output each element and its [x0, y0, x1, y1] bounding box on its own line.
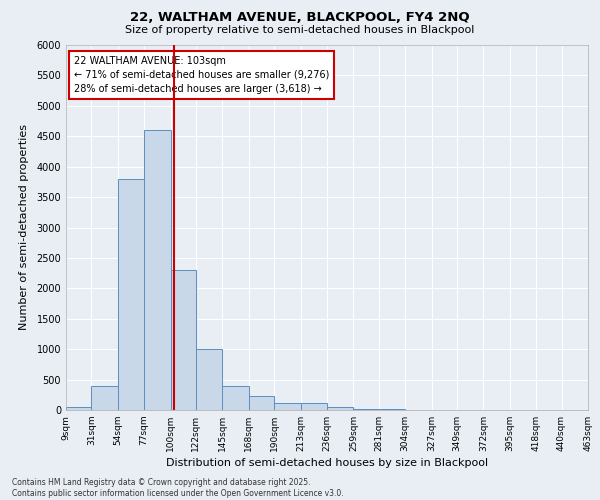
X-axis label: Distribution of semi-detached houses by size in Blackpool: Distribution of semi-detached houses by …	[166, 458, 488, 468]
Bar	[66, 407, 91, 410]
Bar	[144, 130, 170, 410]
Bar	[223, 386, 249, 410]
Text: Contains HM Land Registry data © Crown copyright and database right 2025.
Contai: Contains HM Land Registry data © Crown c…	[12, 478, 344, 498]
Bar	[170, 270, 196, 410]
Bar	[353, 409, 379, 410]
Bar	[327, 407, 353, 410]
Bar	[249, 396, 274, 410]
Text: 22, WALTHAM AVENUE, BLACKPOOL, FY4 2NQ: 22, WALTHAM AVENUE, BLACKPOOL, FY4 2NQ	[130, 11, 470, 24]
Text: Size of property relative to semi-detached houses in Blackpool: Size of property relative to semi-detach…	[125, 25, 475, 35]
Bar	[118, 179, 144, 410]
Bar	[274, 402, 301, 410]
Text: 22 WALTHAM AVENUE: 103sqm
← 71% of semi-detached houses are smaller (9,276)
28% : 22 WALTHAM AVENUE: 103sqm ← 71% of semi-…	[74, 56, 329, 94]
Bar	[301, 402, 327, 410]
Y-axis label: Number of semi-detached properties: Number of semi-detached properties	[19, 124, 29, 330]
Bar	[91, 386, 118, 410]
Bar	[196, 349, 223, 410]
